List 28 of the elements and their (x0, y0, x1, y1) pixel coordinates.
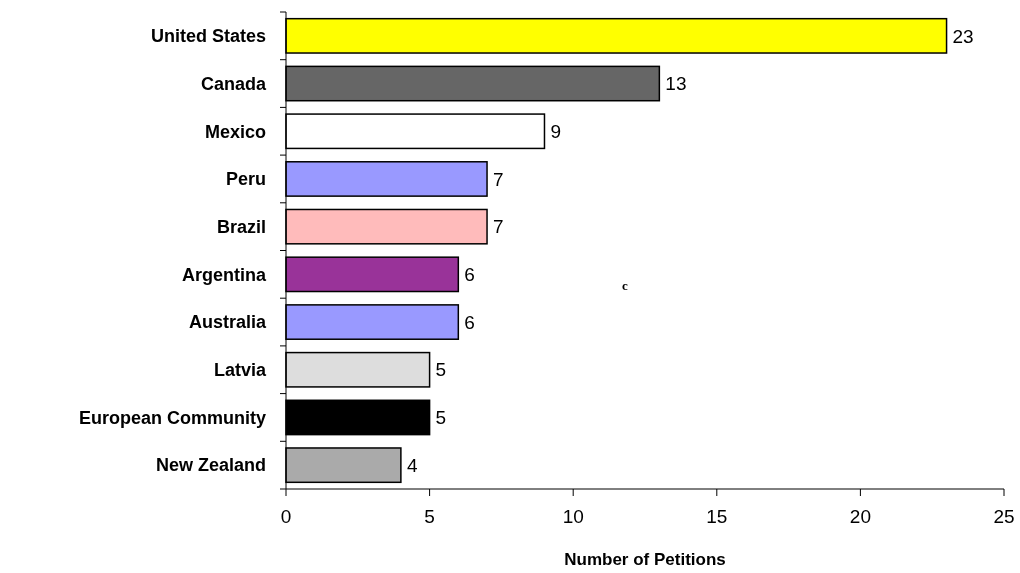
y-tick-label: European Community (78, 407, 266, 428)
data-label: 6 (464, 264, 475, 285)
y-tick-label: Brazil (216, 216, 266, 237)
y-tick-label: Latvia (213, 360, 267, 381)
data-label: 13 (665, 73, 687, 95)
data-label: 5 (435, 359, 447, 381)
y-tick-label: Mexico (204, 121, 266, 142)
y-tick-label: Australia (188, 312, 267, 333)
y-tick-label: Peru (225, 169, 266, 190)
x-tick-label: 25 (993, 506, 1015, 527)
x-axis-title: Number of Petitions (564, 550, 726, 569)
data-label: 23 (952, 25, 974, 47)
data-label: 7 (493, 216, 504, 238)
data-label: 4 (406, 454, 418, 476)
y-tick-label: Argentina (181, 264, 267, 285)
x-tick-label: 15 (706, 506, 728, 527)
x-tick-label: 20 (849, 506, 871, 527)
data-label: 7 (493, 168, 504, 190)
data-label: 9 (550, 120, 562, 142)
x-tick-label: 10 (562, 506, 584, 527)
y-tick-label: United States (150, 26, 266, 47)
x-tick-label: 5 (424, 506, 435, 527)
x-tick-label: 0 (280, 506, 292, 527)
y-tick-label: Canada (200, 73, 267, 94)
data-label: 5 (435, 407, 447, 429)
y-tick-label: New Zealand (155, 455, 266, 476)
annotation: c (622, 278, 629, 293)
data-label: 6 (464, 311, 475, 333)
